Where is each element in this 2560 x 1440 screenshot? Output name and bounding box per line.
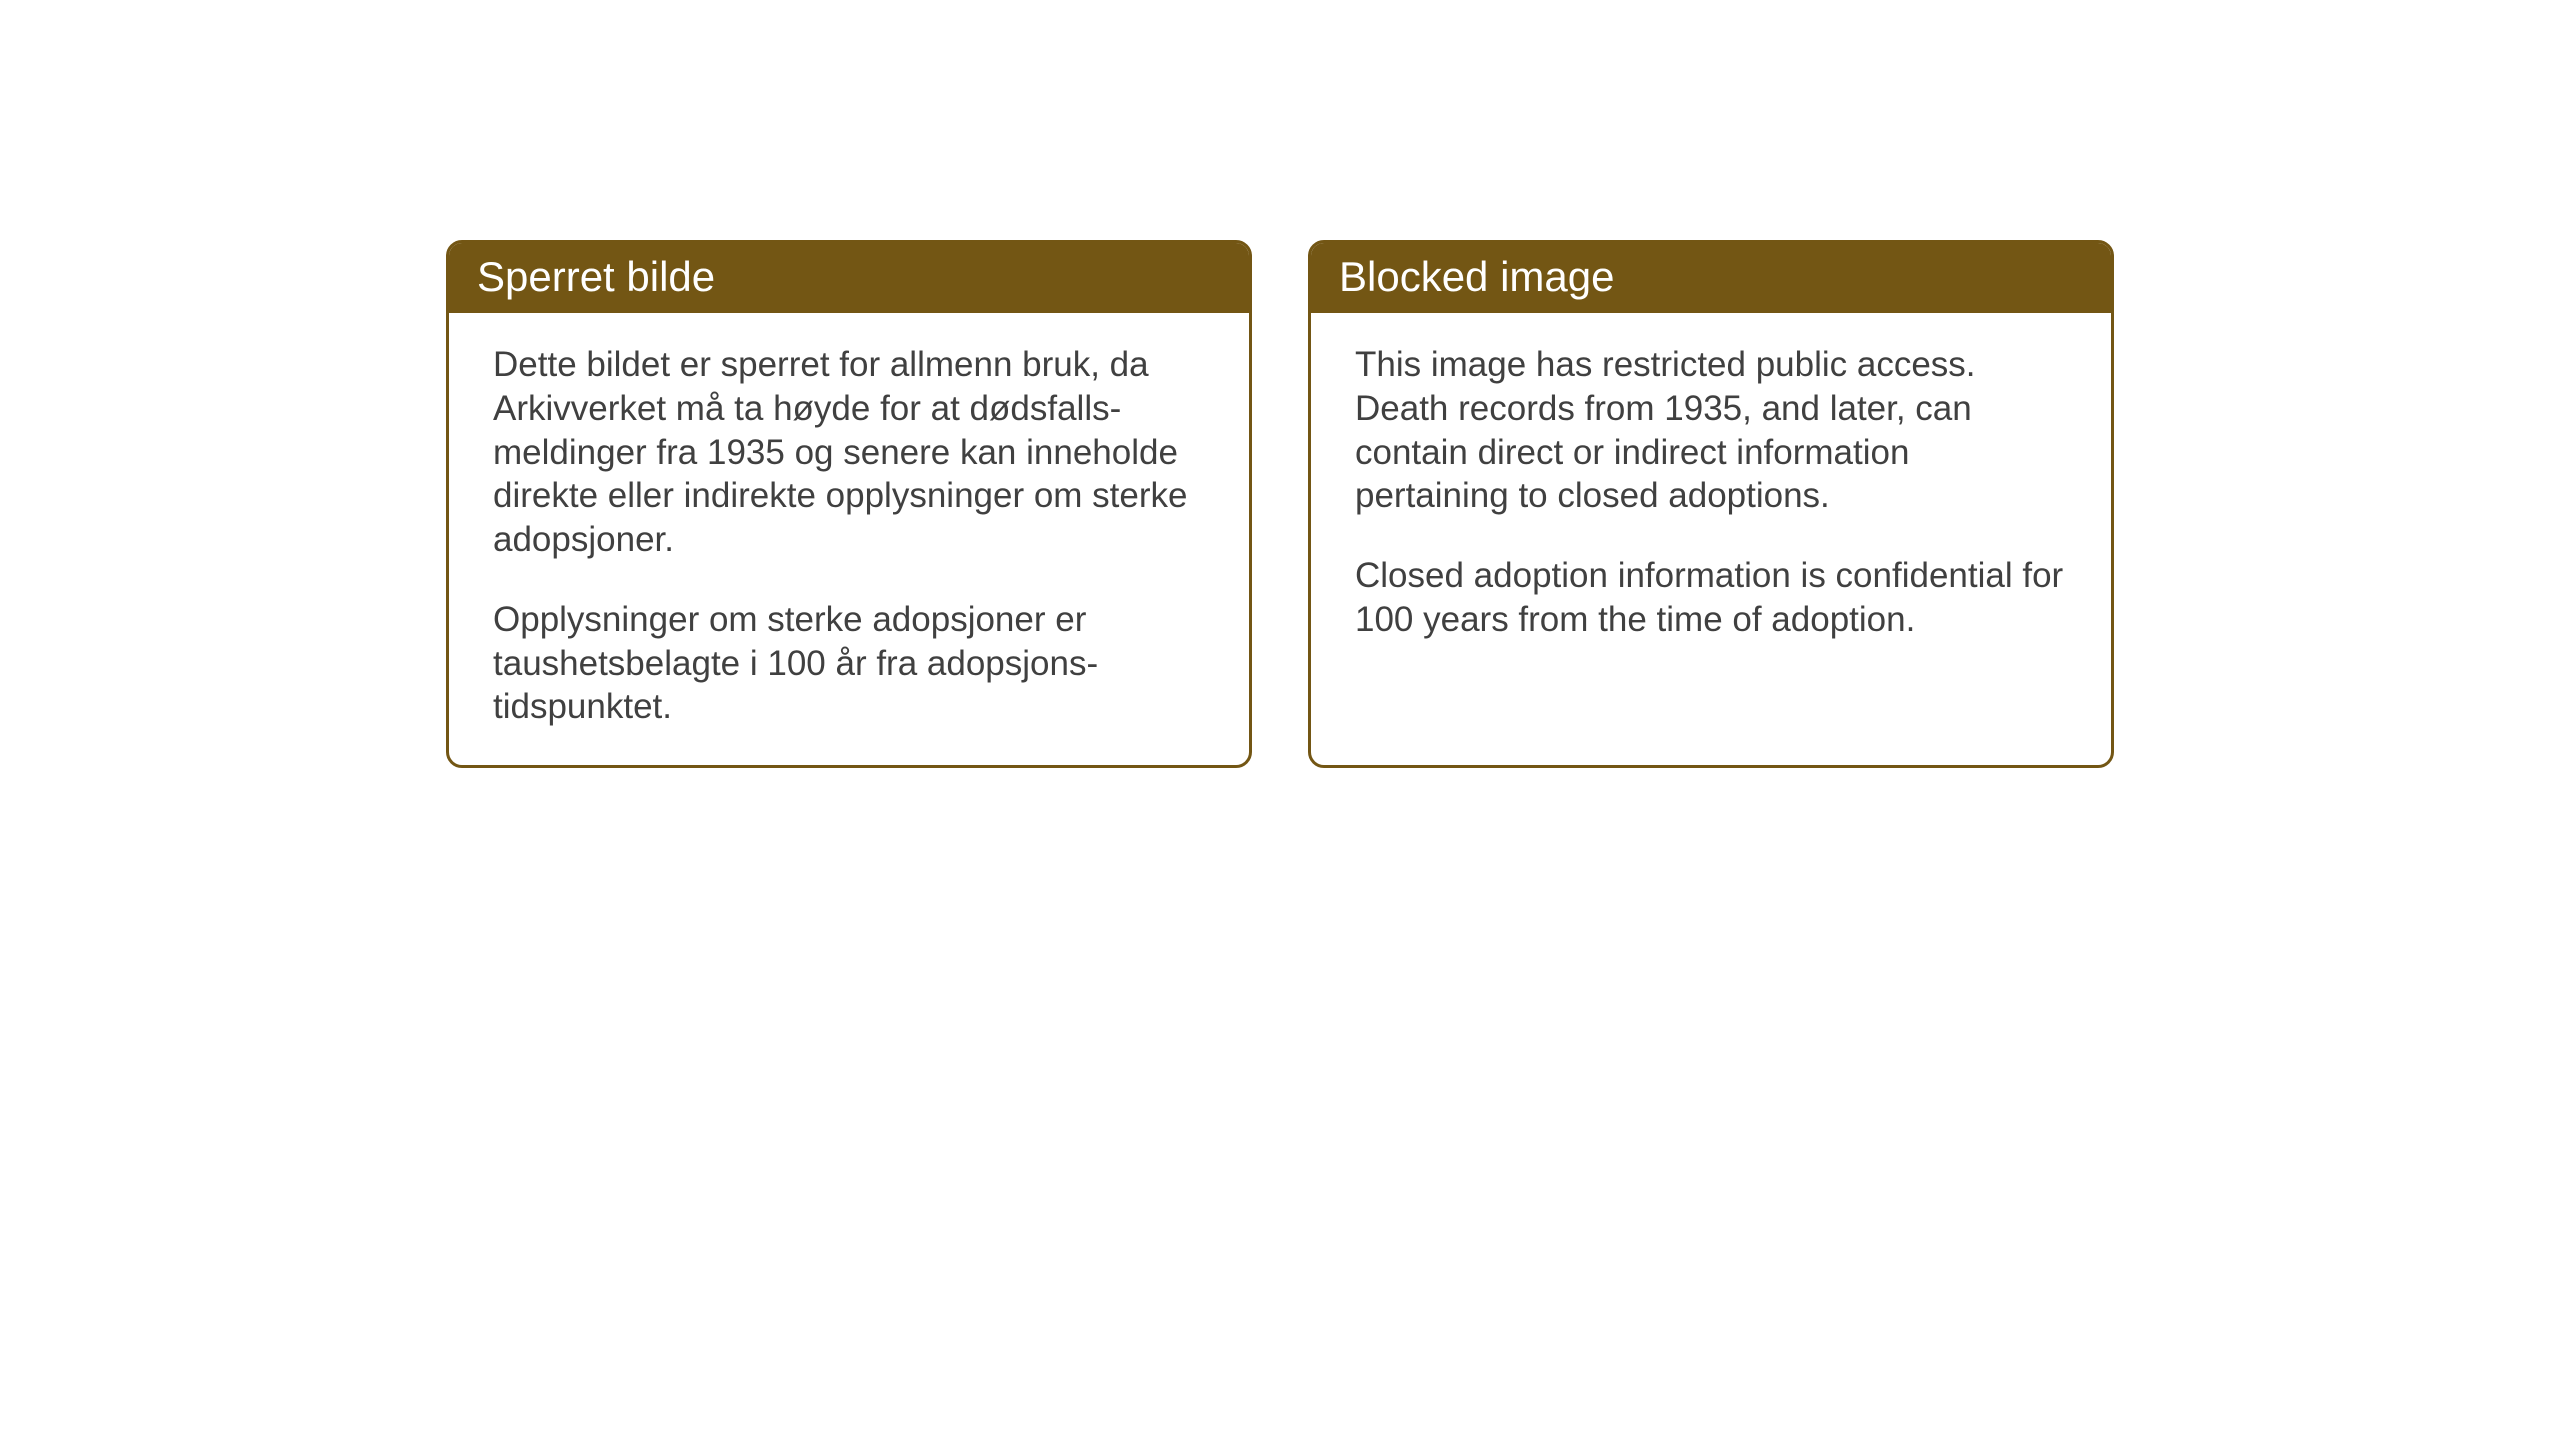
card-header-english: Blocked image <box>1311 243 2111 313</box>
notice-container: Sperret bilde Dette bildet er sperret fo… <box>446 240 2114 768</box>
card-body-norwegian: Dette bildet er sperret for allmenn bruk… <box>449 313 1249 765</box>
card-header-norwegian: Sperret bilde <box>449 243 1249 313</box>
paragraph-2-norwegian: Opplysninger om sterke adopsjoner er tau… <box>493 598 1205 729</box>
paragraph-2-english: Closed adoption information is confident… <box>1355 554 2067 642</box>
paragraph-1-english: This image has restricted public access.… <box>1355 343 2067 518</box>
paragraph-1-norwegian: Dette bildet er sperret for allmenn bruk… <box>493 343 1205 562</box>
notice-card-english: Blocked image This image has restricted … <box>1308 240 2114 768</box>
card-body-english: This image has restricted public access.… <box>1311 313 2111 678</box>
notice-card-norwegian: Sperret bilde Dette bildet er sperret fo… <box>446 240 1252 768</box>
